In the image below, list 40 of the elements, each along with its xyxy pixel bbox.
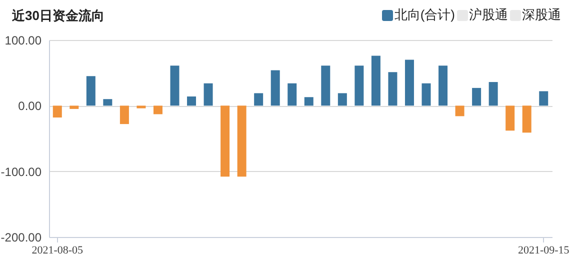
bar [153,106,162,114]
x-tick-label: 2021-08-05 [32,244,84,256]
bar [86,76,96,106]
y-tick-label: 100.00 [4,34,42,48]
bar [52,106,62,118]
bar [404,60,414,106]
bar [187,96,196,106]
bar [338,93,347,106]
y-tick-label: -200.00 [0,230,42,244]
bar [488,82,498,106]
y-tick-label: 0.00 [18,99,42,114]
bar [539,91,548,106]
bar [506,106,515,131]
bar [304,97,314,106]
bar [455,106,464,116]
x-tick-label: 2021-09-15 [518,244,570,256]
legend-label: 北向(合计) [394,6,455,24]
bar [438,66,448,106]
legend-label: 沪股通 [469,6,508,24]
bar [70,106,79,109]
bar [220,106,230,177]
bar [321,66,330,106]
y-tick-label: -100.00 [0,164,42,179]
bar [354,66,364,106]
bar [254,93,264,106]
bar [422,83,431,106]
bar [237,106,246,177]
bar [170,66,180,106]
bar [288,83,297,106]
bar [120,106,129,124]
legend-label: 深股通 [522,6,561,24]
chart-title: 近30日资金流向 [12,7,104,25]
bar [472,88,482,106]
bar [103,99,112,106]
bar [270,70,280,106]
bar [204,83,213,106]
bar [522,106,532,133]
bar [371,56,380,106]
bar [136,106,146,108]
bar [388,72,398,106]
